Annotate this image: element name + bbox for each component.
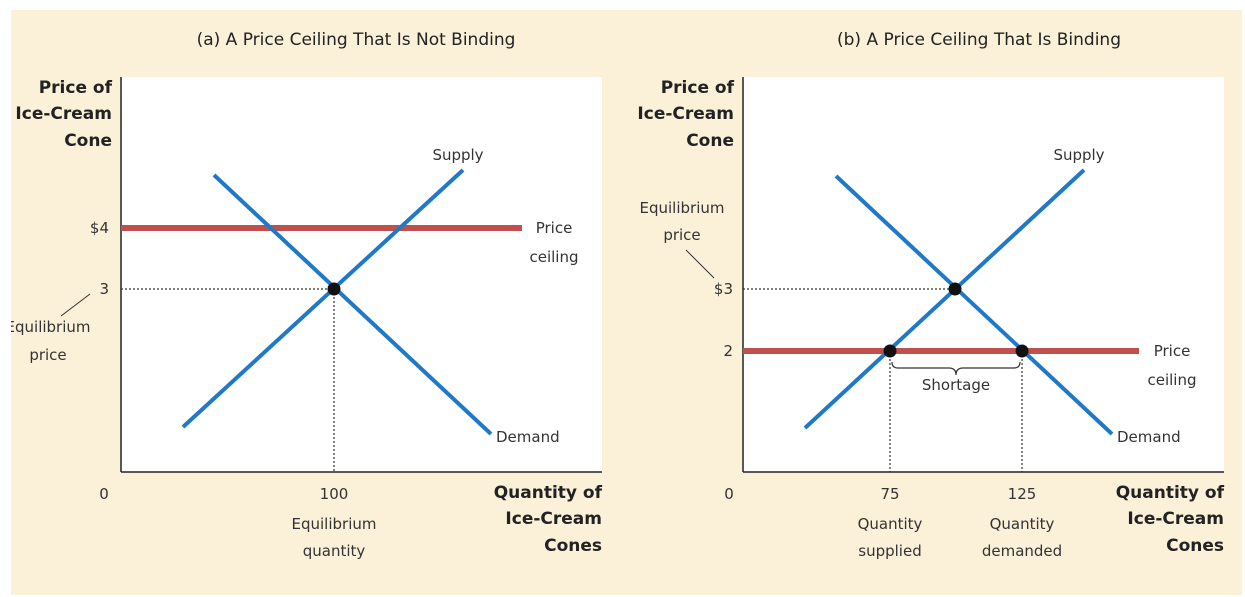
panel-a-y-axis-title-2: Ice-Cream bbox=[15, 104, 112, 124]
panel-b-supply-label: Supply bbox=[1053, 146, 1104, 164]
panel-a-title: (a) A Price Ceiling That Is Not Binding bbox=[197, 30, 516, 50]
panel-a-equilibrium-price-label-1: Equilibrium bbox=[11, 318, 90, 336]
panel-b-shortage-brace bbox=[891, 361, 1021, 376]
panel-a-demand-label: Demand bbox=[496, 428, 560, 446]
panel-b-quantity-supplied-label-1: Quantity bbox=[858, 515, 923, 533]
panel-a-supply-curve bbox=[181, 168, 465, 429]
diagram-svg: (a) A Price Ceiling That Is Not Binding … bbox=[11, 30, 1225, 560]
panel-b-ceiling-label-1: Price bbox=[1154, 342, 1191, 360]
panel-b-demand-label: Demand bbox=[1117, 428, 1181, 446]
panel-b-x-axis-title-2: Ice-Cream bbox=[1127, 509, 1224, 529]
panel-a-equilibrium-quantity-label-2: quantity bbox=[303, 542, 366, 560]
panel-b-price-ceiling-tick: 2 bbox=[723, 342, 733, 360]
panel-a-equilibrium-quantity-label-1: Equilibrium bbox=[292, 515, 377, 533]
panel-b-supply-curve bbox=[803, 168, 1086, 430]
panel-a-y-axis-title-3: Cone bbox=[64, 131, 112, 151]
panel-a-x-axis-title-3: Cones bbox=[544, 536, 602, 556]
panel-a-demand-curve bbox=[212, 173, 493, 436]
panel-b-origin-label: 0 bbox=[724, 485, 734, 503]
panel-a-y-axis-title-1: Price of bbox=[39, 78, 113, 98]
panel-a: (a) A Price Ceiling That Is Not Binding … bbox=[11, 30, 603, 560]
panel-a-ceiling-label-1: Price bbox=[536, 219, 573, 237]
panel-b-equilibrium-price-label-2: price bbox=[663, 226, 700, 244]
panel-b-y-axis-title-1: Price of bbox=[661, 78, 735, 98]
panel-b-quantity-supplied-label-2: supplied bbox=[858, 542, 921, 560]
panel-a-equilibrium-quantity-tick: 100 bbox=[320, 485, 349, 503]
panel-b-equilibrium-price-label-1: Equilibrium bbox=[640, 199, 725, 217]
panel-b-y-axis-title-3: Cone bbox=[686, 131, 734, 151]
panel-b-quantity-demanded-label-1: Quantity bbox=[990, 515, 1055, 533]
panel-b-plot-area bbox=[743, 77, 1224, 472]
panel-b-title: (b) A Price Ceiling That Is Binding bbox=[837, 30, 1121, 50]
panel-b: (b) A Price Ceiling That Is Binding Pric… bbox=[637, 30, 1224, 560]
panel-b-equilibrium-price-leader bbox=[685, 249, 715, 279]
panel-b-quantity-demanded-point bbox=[1015, 344, 1029, 358]
panel-a-price-ceiling-tick: $4 bbox=[90, 219, 109, 237]
panel-b-y-axis-title-2: Ice-Cream bbox=[637, 104, 734, 124]
panel-a-origin-label: 0 bbox=[99, 485, 109, 503]
panel-b-x-axis-title-1: Quantity of bbox=[1116, 483, 1225, 503]
panel-a-ceiling-label-2: ceiling bbox=[529, 248, 578, 266]
panel-a-supply-label: Supply bbox=[432, 146, 483, 164]
panel-b-demand-curve bbox=[834, 174, 1114, 436]
panel-b-quantity-demanded-tick: 125 bbox=[1008, 485, 1037, 503]
panel-b-x-axis-title-3: Cones bbox=[1166, 536, 1224, 556]
panel-b-quantity-demanded-label-2: demanded bbox=[982, 542, 1062, 560]
panel-a-x-axis-title-1: Quantity of bbox=[494, 483, 603, 503]
panel-b-quantity-supplied-tick: 75 bbox=[880, 485, 899, 503]
panel-a-x-axis-title-2: Ice-Cream bbox=[505, 509, 602, 529]
panel-b-ceiling-label-2: ceiling bbox=[1147, 371, 1196, 389]
panel-a-plot-area bbox=[121, 77, 602, 472]
panel-b-equilibrium-point bbox=[948, 282, 962, 296]
panel-a-equilibrium-point bbox=[327, 282, 341, 296]
panel-a-equilibrium-price-label-2: price bbox=[29, 346, 66, 364]
price-ceiling-figure: (a) A Price Ceiling That Is Not Binding … bbox=[11, 10, 1242, 595]
panel-b-shortage-label: Shortage bbox=[922, 376, 990, 394]
panel-b-quantity-supplied-point bbox=[883, 344, 897, 358]
panel-a-equilibrium-price-tick: 3 bbox=[99, 280, 109, 298]
panel-a-equilibrium-price-leader bbox=[60, 293, 91, 317]
panel-b-equilibrium-price-tick: $3 bbox=[714, 280, 733, 298]
